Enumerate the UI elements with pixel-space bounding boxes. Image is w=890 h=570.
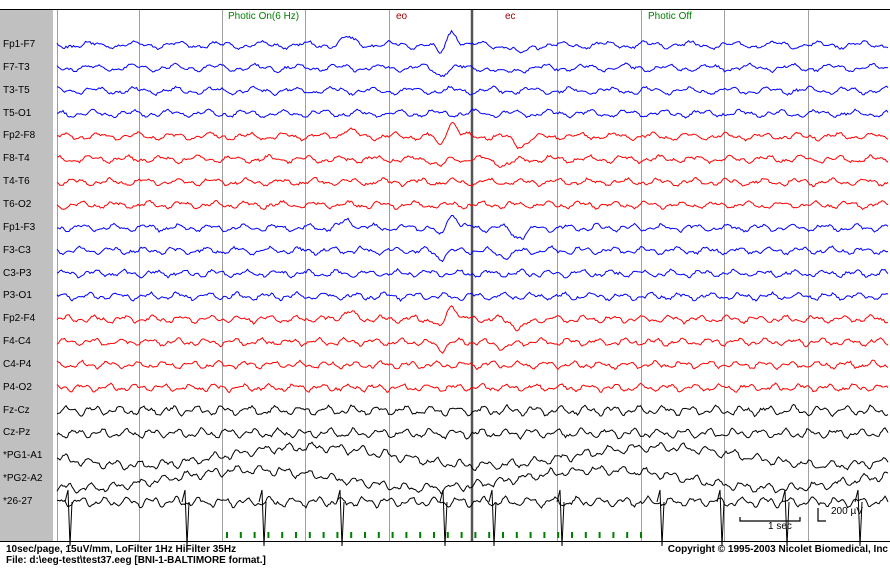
ecg-spike-6 <box>556 489 565 547</box>
photic-marker-24 <box>557 532 560 538</box>
trace-t6o2 <box>56 199 889 210</box>
trace-p4o2 <box>56 382 889 394</box>
trace-czpz <box>56 426 889 440</box>
trace-pg1a1 <box>56 441 889 472</box>
event-marker-eo[interactable]: eo <box>396 11 408 22</box>
photic-marker-7 <box>322 532 325 538</box>
ecg-spike-2 <box>258 489 267 547</box>
channel-label-pg2a2: *PG2-A2 <box>3 473 43 485</box>
ecg-spike-9 <box>781 489 790 547</box>
channel-label-f4c4: F4-C4 <box>3 336 31 348</box>
photic-marker-0 <box>226 532 228 538</box>
trace-c3p3 <box>56 267 889 279</box>
copyright-notice: Copyright © 1995-2003 Nicolet Biomedical… <box>667 544 888 555</box>
photic-marker-11 <box>377 532 380 538</box>
photic-marker-27 <box>598 532 601 538</box>
recording-settings: 10sec/page, 15uV/mm, LoFilter 1Hz HiFilt… <box>6 544 237 555</box>
channel-label-t6o2: T6-O2 <box>3 198 32 210</box>
photic-marker-6 <box>308 532 311 538</box>
channel-label-t5o1: T5-O1 <box>3 107 32 119</box>
photic-marker-4 <box>281 532 284 538</box>
event-marker-ec[interactable]: ec <box>505 11 516 22</box>
channel-label-fp1f3: Fp1-F3 <box>3 221 36 233</box>
trace-t3t5 <box>56 85 889 97</box>
photic-marker-30 <box>640 532 642 538</box>
photic-marker-29 <box>626 532 629 538</box>
trace-fp2f4 <box>56 305 889 332</box>
photic-marker-10 <box>364 532 366 538</box>
channel-label-p4o2: P4-O2 <box>3 381 32 393</box>
ecg-spike-5 <box>488 489 497 547</box>
trace-fp2f8 <box>56 121 889 150</box>
ecg-spike-0 <box>64 489 73 547</box>
channel-label-c4p4: C4-P4 <box>3 358 32 370</box>
trace-f8t4 <box>56 153 889 168</box>
channel-label-c3p3: C3-P3 <box>3 267 32 279</box>
trace-pg2a2 <box>56 465 889 495</box>
channel-label-f8t4: F8-T4 <box>3 153 30 165</box>
photic-marker-9 <box>350 532 353 538</box>
channel-label-2627: *26-27 <box>3 496 33 507</box>
ecg-spike-8 <box>716 489 725 547</box>
scale-bar-time-label: 1 sec <box>768 521 792 532</box>
channel-label-p3o1: P3-O1 <box>3 290 32 302</box>
ecg-spike-10 <box>854 489 863 547</box>
file-path: File: d:\eeg-test\test37.eeg [BNI-1-BALT… <box>6 555 266 566</box>
channel-label-pg1a1: *PG1-A1 <box>3 450 43 462</box>
channel-label-gutter <box>0 10 53 542</box>
trace-2627 <box>56 495 889 509</box>
event-marker-photicon6hz[interactable]: Photic On(6 Hz) <box>228 11 300 22</box>
channel-label-t3t5: T3-T5 <box>3 84 30 96</box>
photic-marker-13 <box>405 532 408 538</box>
channel-label-t4t6: T4-T6 <box>3 176 30 188</box>
ecg-spike-4 <box>439 489 448 547</box>
scale-bar-time <box>739 517 801 522</box>
trace-t4t6 <box>56 176 889 188</box>
photic-marker-5 <box>295 532 297 538</box>
channel-label-fzcz: Fz-Cz <box>3 404 30 416</box>
footer-info: 10sec/page, 15uV/mm, LoFilter 1Hz HiFilt… <box>6 544 266 566</box>
photic-marker-1 <box>239 532 242 538</box>
event-marker-photicoff[interactable]: Photic Off <box>648 11 692 22</box>
ecg-spike-3 <box>336 489 345 547</box>
photic-marker-22 <box>529 532 532 538</box>
channel-label-fp2f4: Fp2-F4 <box>3 313 36 325</box>
photic-marker-18 <box>474 532 477 538</box>
trace-fzcz <box>56 403 889 418</box>
photic-marker-21 <box>515 532 518 538</box>
scale-bar-amplitude-label: 200 µV <box>831 506 863 517</box>
photic-marker-3 <box>267 532 270 538</box>
trace-f3c3 <box>56 245 889 263</box>
trace-p3o1 <box>56 290 889 303</box>
trace-c4p4 <box>56 359 889 371</box>
channel-label-fp1f7: Fp1-F7 <box>3 39 36 50</box>
ecg-spike-1 <box>181 489 190 547</box>
trace-f7t3 <box>56 62 889 78</box>
photic-marker-16 <box>446 532 449 538</box>
trace-t5o1 <box>56 108 889 119</box>
channel-label-f7t3: F7-T3 <box>3 61 30 73</box>
scale-bar-amplitude <box>817 508 826 522</box>
photic-marker-17 <box>460 532 463 538</box>
trace-fp1f7 <box>56 29 889 54</box>
trace-fp1f3 <box>57 215 889 240</box>
photic-marker-28 <box>612 532 615 538</box>
photic-marker-14 <box>419 532 422 538</box>
photic-marker-19 <box>488 532 491 538</box>
photic-marker-8 <box>336 532 339 538</box>
photic-marker-20 <box>502 532 504 538</box>
ecg-spike-7 <box>656 489 665 547</box>
photic-marker-15 <box>433 532 435 538</box>
photic-marker-25 <box>571 532 573 538</box>
photic-marker-26 <box>584 532 587 538</box>
channel-label-czpz: Cz-Pz <box>3 427 31 439</box>
channel-label-fp2f8: Fp2-F8 <box>3 130 36 142</box>
photic-marker-2 <box>253 532 256 538</box>
channel-label-f3c3: F3-C3 <box>3 244 31 256</box>
trace-f4c4 <box>56 336 889 354</box>
photic-marker-23 <box>543 532 546 538</box>
photic-marker-12 <box>391 532 394 538</box>
